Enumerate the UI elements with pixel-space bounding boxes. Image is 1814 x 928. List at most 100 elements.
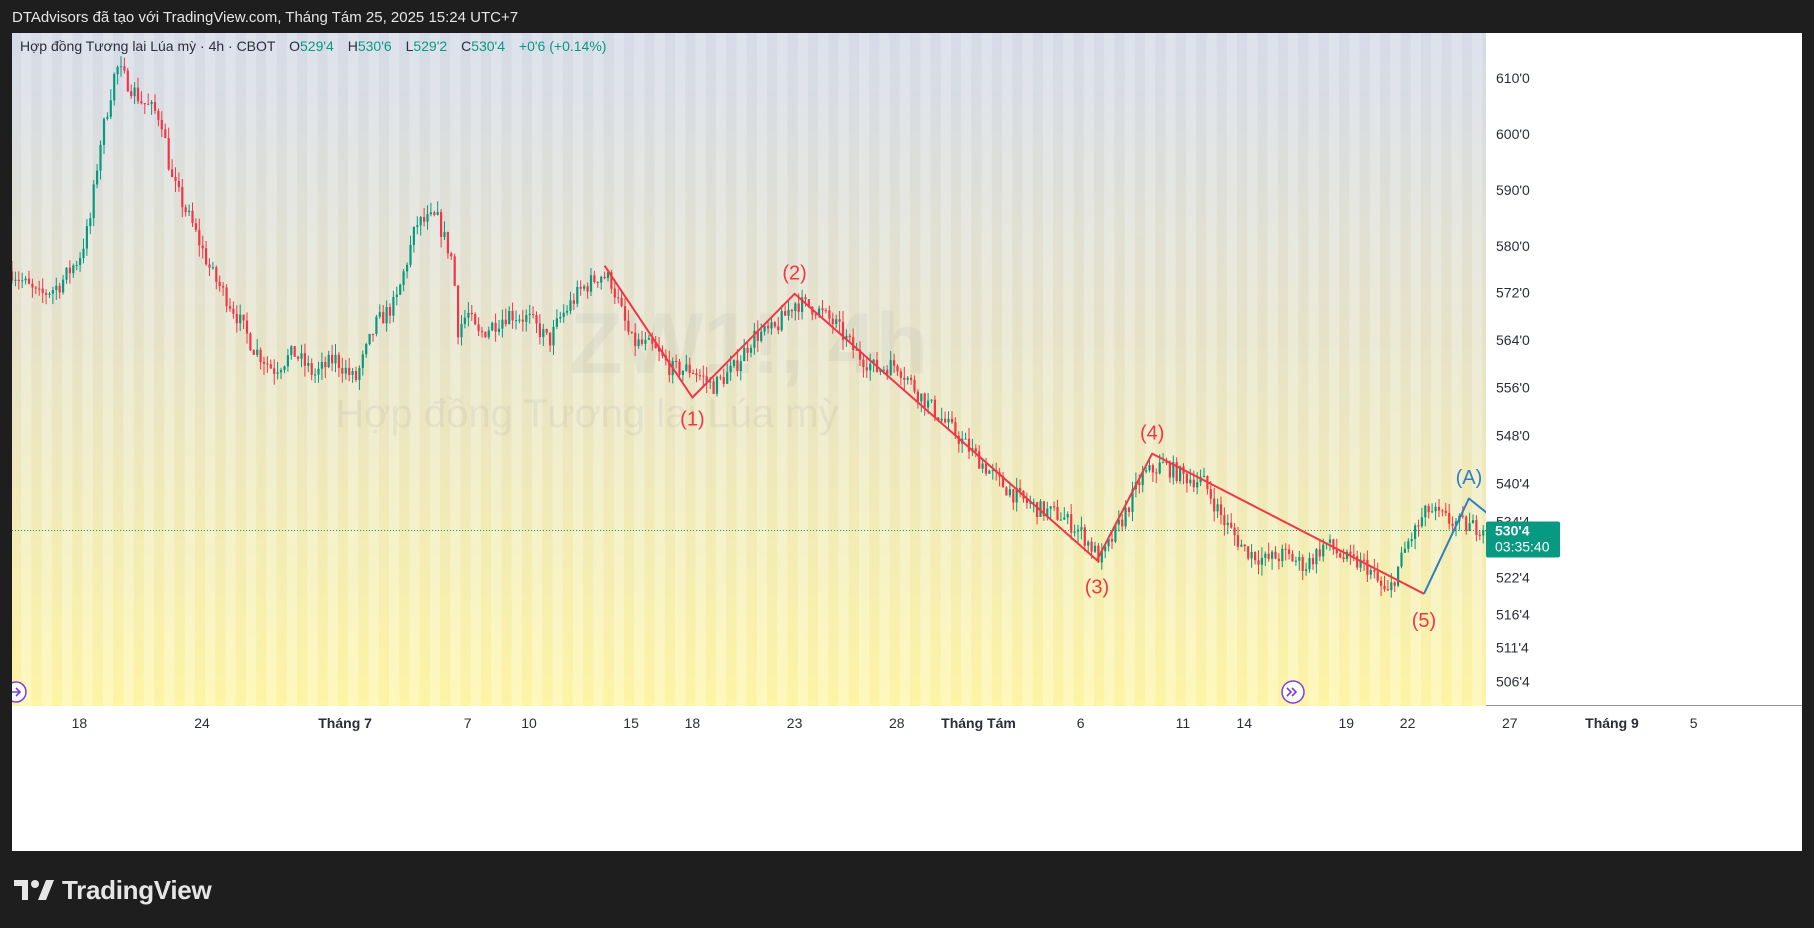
tradingview-brand[interactable]: TradingView [14,873,212,907]
candle-103 [361,350,364,376]
candle-414 [1420,507,1423,528]
candle-136 [474,312,477,326]
session-stripe-63 [1288,33,1299,706]
candle-247 [852,328,855,359]
candle-129 [450,251,453,260]
candle-429 [1471,514,1475,524]
session-stripe-51 [1042,33,1054,706]
candle-90 [317,361,320,383]
candle-171 [593,270,596,284]
candle-323 [1110,530,1114,550]
session-stripe-47 [961,33,972,706]
scroll-to-realtime-button[interactable] [1281,680,1305,704]
session-stripe-45 [920,33,931,706]
candle-217 [749,344,753,358]
x-tick-label: 22 [1400,715,1416,731]
candle-172 [596,281,599,288]
session-stripe-2 [41,33,52,706]
candle-372 [1277,553,1280,570]
candle-301 [1036,501,1039,525]
candle-51 [184,204,187,217]
session-stripe-12 [246,33,257,706]
chart-frame[interactable]: ZW1!, 4h Hợp đồng Tương lai Lúa mỳ (1) (2… [12,33,1802,851]
candle-142 [494,313,497,342]
scroll-to-start-button[interactable] [12,681,27,703]
candle-204 [705,366,708,393]
candle-121 [423,207,426,227]
brand-name: TradingView [62,874,212,905]
watermark-name: Hợp đồng Tương lai Lúa mỳ [335,392,838,436]
candle-53 [191,202,194,227]
x-tick-label: 27 [1502,715,1518,731]
candle-126 [440,209,443,248]
candle-278 [957,431,960,453]
candle-91 [320,352,323,380]
candle-75 [266,356,269,373]
candle-409 [1403,541,1406,553]
candle-382 [1311,553,1315,570]
candle-209 [722,368,725,388]
candle-377 [1294,556,1297,566]
candle-99 [348,358,351,382]
candle-82 [290,345,293,360]
candle-112 [392,290,395,323]
candle-404 [1386,580,1389,591]
candle-384 [1318,539,1321,561]
candle-116 [406,262,409,279]
candle-26 [99,140,102,180]
candle-275 [947,411,950,431]
session-stripe-27 [552,33,563,706]
candle-141 [491,321,494,332]
candle-238 [821,300,824,318]
session-stripe-24 [491,33,502,706]
candle-131 [457,284,460,345]
candle-253 [872,359,875,373]
session-stripe-49 [1002,33,1013,706]
wave-label-A[interactable]: (A) [1456,467,1483,489]
candle-258 [889,351,892,376]
candle-224 [773,321,776,329]
wave-line-0[interactable] [603,265,1425,595]
candle-263 [906,376,909,385]
candle-20 [79,252,82,272]
candle-94 [331,344,334,372]
candle-127 [443,221,446,240]
candle-11 [48,291,51,299]
session-stripe-32 [654,33,665,706]
candle-118 [412,226,415,253]
candle-174 [603,271,606,280]
candle-6 [31,278,34,298]
candle-266 [916,389,919,409]
wave-label-3[interactable]: (3) [1085,576,1109,598]
wave-label-2[interactable]: (2) [782,262,806,284]
candle-54 [194,218,197,232]
candle-10 [45,289,48,305]
wave-label-5[interactable]: (5) [1412,610,1436,632]
session-stripe-46 [940,33,951,706]
price-scale[interactable] [1486,33,1802,706]
session-stripe-20 [409,33,420,706]
y-tick-label: 516'4 [1496,607,1530,623]
candle-273 [940,407,943,423]
candle-48 [174,167,177,192]
time-scale[interactable] [12,706,1802,851]
candle-105 [368,333,371,346]
candle-137 [477,317,480,337]
wave-label-4[interactable]: (4) [1140,422,1164,444]
candle-45 [164,123,167,139]
candle-416 [1427,503,1430,519]
candle-41 [150,100,153,115]
candle-145 [504,308,507,327]
candle-305 [1049,506,1052,518]
candle-148 [514,310,518,330]
candle-15 [62,274,65,295]
candle-128 [446,231,449,259]
session-stripe-39 [797,33,808,706]
wave-label-1[interactable]: (1) [680,408,704,430]
candle-228 [787,300,790,321]
session-stripe-50 [1022,33,1033,706]
session-stripe-55 [1124,33,1135,706]
candle-177 [613,281,616,304]
chart-svg[interactable]: ZW1!, 4h Hợp đồng Tương lai Lúa mỳ (1) (2… [12,33,1802,851]
candle-130 [453,253,456,287]
